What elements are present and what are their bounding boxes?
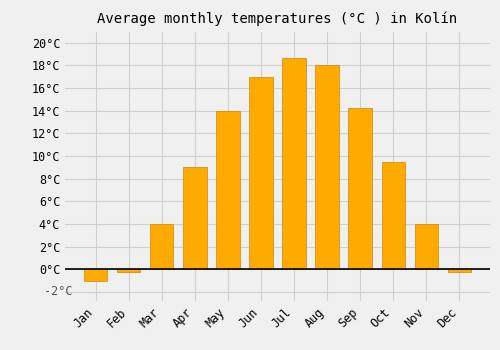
Bar: [150, 224, 174, 269]
Bar: [316, 65, 338, 269]
Bar: [250, 77, 272, 269]
Bar: [448, 269, 470, 272]
Bar: [282, 57, 306, 269]
Bar: [216, 111, 240, 269]
Text: -2°C: -2°C: [44, 286, 73, 299]
Bar: [118, 269, 141, 272]
Title: Average monthly temperatures (°C ) in Kolín: Average monthly temperatures (°C ) in Ko…: [98, 12, 458, 26]
Bar: [184, 167, 206, 269]
Bar: [382, 162, 404, 269]
Bar: [84, 269, 108, 281]
Bar: [414, 224, 438, 269]
Bar: [348, 108, 372, 269]
